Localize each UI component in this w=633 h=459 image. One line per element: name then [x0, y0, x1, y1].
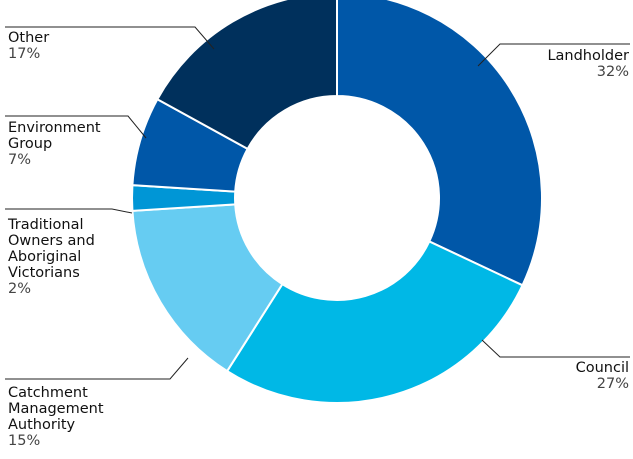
- label-traditional-line-3: Aboriginal: [8, 249, 82, 265]
- label-cma-line-2: Management: [8, 401, 104, 417]
- label-landholder-value: 32%: [596, 64, 629, 80]
- label-council: Council 27%: [576, 360, 629, 392]
- leader-lines: [5, 26, 630, 380]
- leader-line-other: [5, 26, 215, 50]
- label-environment-group: Environment Group 7%: [8, 120, 101, 168]
- leader-line-traditional: [5, 208, 133, 214]
- label-traditional-value: 2%: [8, 281, 32, 297]
- label-council-value: 27%: [596, 376, 629, 392]
- label-landholder-name: Landholder: [547, 48, 629, 64]
- slice-other: [155, 0, 338, 151]
- slice-council: [225, 240, 524, 404]
- donut-slices: [131, 0, 543, 404]
- label-council-name: Council: [575, 360, 629, 376]
- slice-catchment-management-authority: [131, 203, 284, 373]
- label-traditional-owners: Traditional Owners and Aboriginal Victor…: [8, 217, 95, 297]
- label-landholder: Landholder 32%: [547, 48, 629, 80]
- label-other-name: Other: [8, 30, 50, 46]
- label-cma-line-3: Authority: [8, 417, 76, 433]
- label-cma-line-1: Catchment: [8, 385, 88, 401]
- leader-line-environment: [5, 115, 147, 139]
- label-cma-value: 15%: [8, 433, 41, 449]
- label-environment-line-1: Environment: [8, 120, 101, 136]
- label-traditional-line-1: Traditional: [8, 217, 84, 233]
- leader-line-landholder: [477, 43, 630, 67]
- label-catchment-management-authority: Catchment Management Authority 15%: [8, 385, 104, 449]
- leader-line-cma: [5, 357, 189, 380]
- leader-line-council: [481, 339, 630, 358]
- label-other: Other 17%: [8, 30, 49, 62]
- slice-landholder: [336, 0, 543, 287]
- label-other-value: 17%: [8, 46, 41, 62]
- label-traditional-line-4: Victorians: [8, 265, 80, 281]
- label-environment-value: 7%: [8, 152, 32, 168]
- label-environment-line-2: Group: [8, 136, 53, 152]
- label-traditional-line-2: Owners and: [8, 233, 95, 249]
